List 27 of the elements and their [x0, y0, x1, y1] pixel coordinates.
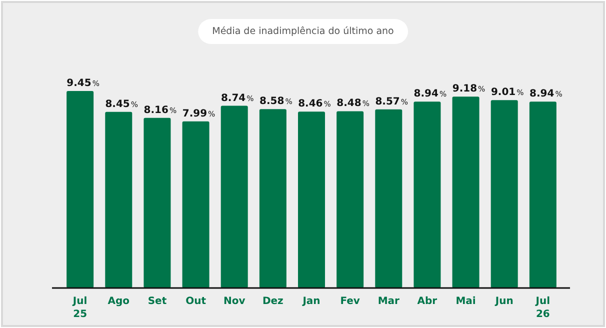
- x-tick-label: Jan: [302, 296, 320, 307]
- x-tick-label: Mai: [456, 296, 476, 307]
- bar: [529, 102, 556, 288]
- bar: [414, 102, 441, 288]
- x-tick-label: Set: [148, 296, 167, 307]
- bar: [182, 121, 210, 288]
- x-tick-label: Ago: [108, 296, 130, 307]
- chart-title: Média de inadimplência do último ano: [212, 26, 394, 37]
- bar: [298, 112, 325, 288]
- x-tick-label: Mar: [378, 296, 400, 307]
- x-tick-label: Fev: [340, 296, 360, 307]
- bar: [220, 106, 248, 288]
- x-tick-label: Out: [186, 296, 206, 307]
- bar: [66, 91, 94, 288]
- bar: [336, 111, 364, 288]
- x-tick-label: Jun: [494, 296, 514, 307]
- bar: [259, 109, 286, 288]
- bar: [490, 100, 518, 288]
- x-tick-label: Dez: [262, 296, 284, 307]
- bar: [144, 118, 171, 288]
- bar: [452, 96, 480, 288]
- bar: [375, 109, 402, 288]
- x-tick-label: Abr: [417, 296, 438, 307]
- bar: [105, 112, 132, 288]
- x-tick-label: Nov: [223, 296, 246, 307]
- x-tick-label: Jul 26: [534, 296, 550, 320]
- x-tick-label: Jul 25: [72, 296, 88, 320]
